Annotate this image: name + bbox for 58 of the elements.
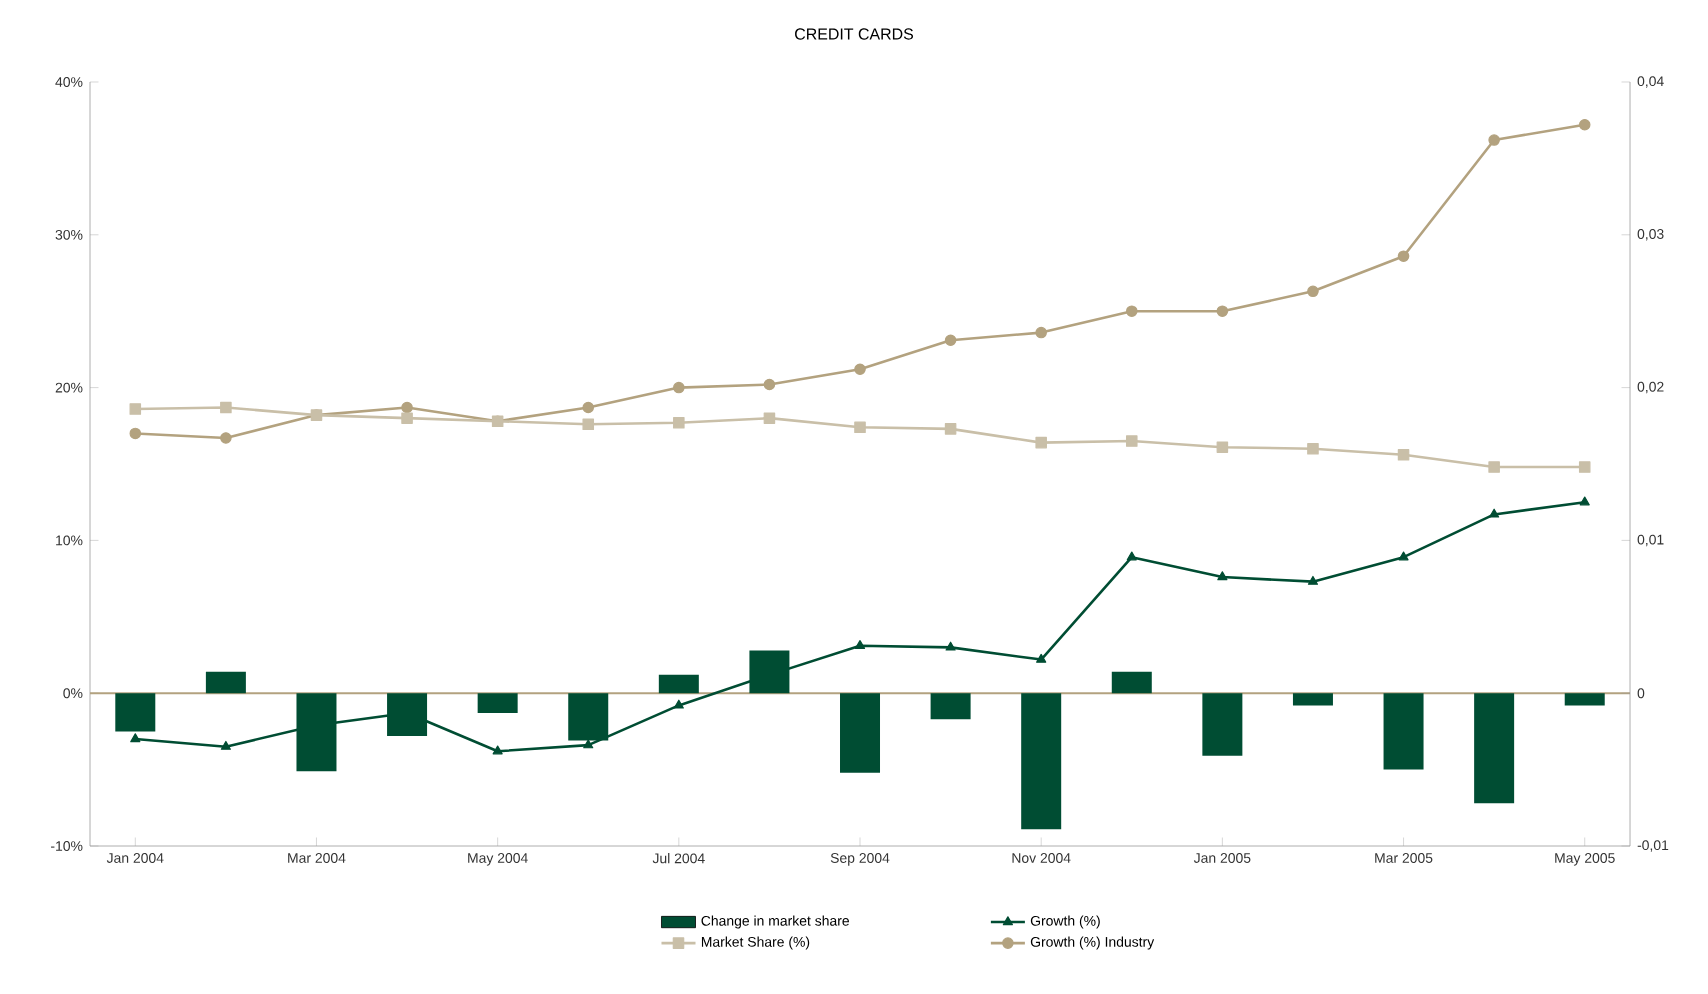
bar: [930, 693, 971, 720]
point: [401, 401, 413, 414]
point: [220, 401, 232, 414]
point: [1216, 441, 1229, 453]
point: [492, 745, 503, 755]
point: [220, 740, 231, 750]
bar: [1292, 693, 1333, 706]
point: [1036, 653, 1047, 663]
point: [673, 381, 685, 394]
bar: [1111, 671, 1152, 694]
point: [763, 412, 776, 424]
point: [1578, 461, 1591, 473]
point: [130, 733, 141, 743]
point: [1307, 575, 1319, 585]
point: [1216, 305, 1229, 317]
point: [763, 378, 776, 391]
point: [129, 427, 142, 440]
point: [1307, 442, 1319, 455]
point: [1489, 508, 1500, 518]
point: [129, 403, 142, 415]
point: [854, 363, 866, 376]
bar: [1021, 693, 1062, 830]
point: [220, 432, 232, 444]
point: [854, 640, 866, 650]
bar: [387, 693, 428, 736]
point: [673, 699, 684, 709]
point: [582, 401, 595, 414]
point: [1035, 436, 1047, 449]
point: [582, 418, 595, 431]
bar: [1202, 693, 1243, 756]
point: [1125, 305, 1138, 317]
bar: [1564, 693, 1605, 706]
point: [944, 334, 957, 347]
point: [1125, 435, 1138, 447]
point: [1217, 571, 1228, 581]
point: [1578, 119, 1591, 131]
bar: [749, 650, 790, 694]
point: [673, 416, 685, 429]
point: [583, 739, 594, 749]
bar: [477, 693, 518, 714]
point: [1126, 551, 1137, 561]
point: [1397, 449, 1410, 461]
point: [1307, 285, 1319, 298]
point: [944, 423, 957, 435]
point: [401, 412, 413, 424]
point: [1397, 250, 1410, 262]
point: [854, 421, 866, 434]
bar: [1474, 693, 1515, 804]
point: [1398, 551, 1409, 561]
bar: [658, 674, 699, 694]
bar: [840, 693, 881, 773]
point: [945, 641, 956, 651]
point: [1579, 496, 1590, 506]
point: [1488, 461, 1500, 473]
point: [1488, 134, 1500, 146]
point: [1035, 326, 1047, 339]
bar: [205, 671, 246, 694]
bar: [1383, 693, 1424, 770]
